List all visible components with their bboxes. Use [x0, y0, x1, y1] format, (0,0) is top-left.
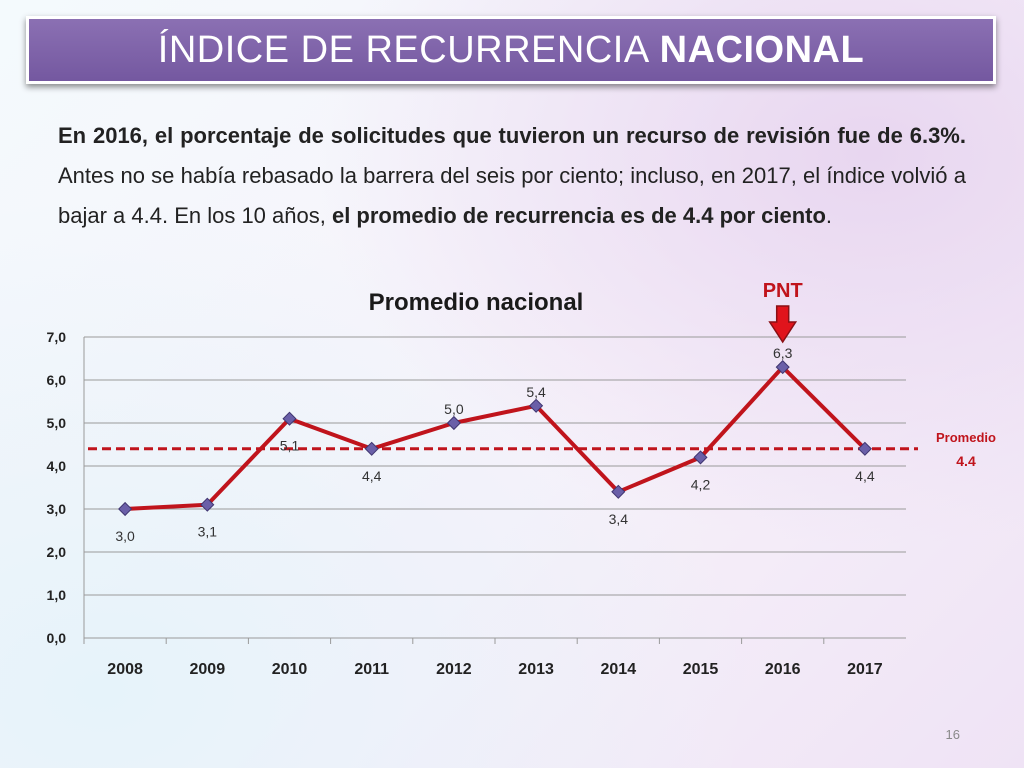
data-point-marker — [200, 497, 215, 512]
slide-title: ÍNDICE DE RECURRENCIA NACIONAL — [26, 16, 996, 84]
down-arrow-icon — [768, 305, 798, 344]
data-label: 3,4 — [609, 511, 629, 527]
data-label: 5,1 — [280, 438, 300, 454]
series-group — [118, 360, 872, 517]
data-point-marker — [282, 411, 297, 426]
axis-labels: 0,0 1,0 2,0 3,0 4,0 5,0 6,0 7,0 2008 2009 2010 2011… — [47, 329, 883, 678]
data-label: 3,1 — [198, 524, 218, 540]
slide-title-light: ÍNDICE DE RECURRENCIA — [157, 28, 650, 71]
x-tick-label: 2014 — [601, 661, 637, 678]
x-tick-label: 2010 — [272, 661, 308, 678]
paragraph-text-2: . — [825, 203, 833, 228]
series-line — [124, 365, 867, 511]
average-label-line1: Promedio — [936, 430, 996, 445]
x-tick-label: 2008 — [107, 661, 143, 678]
summary-paragraph: En 2016, el porcentaje de solicitudes qu… — [58, 116, 966, 236]
data-label: 4,4 — [362, 468, 382, 484]
x-tick-label: 2015 — [683, 661, 719, 678]
paragraph-bold-1: En 2016, el porcentaje de solicitudes qu… — [58, 123, 966, 148]
data-label: 4,2 — [691, 476, 711, 492]
y-tick-label: 4,0 — [47, 458, 67, 474]
data-labels: 3,0 3,1 5,1 4,4 5,0 5,4 3,4 4,2 6,3 4,4 — [115, 345, 874, 544]
data-label: 6,3 — [773, 345, 793, 361]
data-label: 4,4 — [855, 468, 875, 484]
x-tick-label: 2009 — [190, 661, 226, 678]
page-number: 16 — [945, 727, 960, 742]
x-tick-label: 2017 — [847, 661, 883, 678]
x-tick-label: 2011 — [354, 661, 389, 678]
data-label: 3,0 — [115, 528, 135, 544]
data-point-marker — [446, 415, 461, 431]
data-point-marker — [364, 441, 379, 456]
pnt-label: PNT — [763, 280, 803, 302]
y-tick-label: 3,0 — [47, 501, 67, 517]
x-tick-label: 2012 — [436, 661, 472, 678]
data-point-marker — [857, 441, 872, 456]
paragraph-bold-2: el promedio de recurrencia es de 4.4 por… — [331, 203, 826, 228]
x-tick-label: 2016 — [765, 661, 801, 678]
data-point-marker — [118, 501, 133, 517]
slide-title-bold: NACIONAL — [659, 28, 865, 71]
data-point-marker — [529, 398, 544, 413]
x-tick-label: 2013 — [518, 661, 554, 678]
y-tick-label: 1,0 — [47, 587, 67, 603]
y-tick-label: 6,0 — [47, 372, 67, 388]
y-tick-label: 2,0 — [47, 544, 67, 560]
y-tick-label: 5,0 — [47, 415, 67, 431]
chart-title: Promedio nacional — [369, 289, 584, 316]
data-label: 5,4 — [526, 384, 546, 400]
average-label-line2: 4.4 — [956, 453, 976, 469]
y-tick-label: 7,0 — [47, 329, 67, 345]
average-line-group: Promedio 4.4 — [88, 430, 996, 469]
paragraph-text-1: Antes no se había rebasado la barrera de… — [58, 163, 966, 228]
data-point-marker — [611, 484, 626, 499]
pnt-annotation: PNT — [763, 280, 803, 344]
y-tick-label: 0,0 — [47, 630, 67, 646]
data-label: 5,0 — [444, 401, 464, 417]
gridlines — [83, 336, 906, 644]
data-point-marker — [775, 360, 790, 375]
data-point-marker — [693, 450, 708, 465]
